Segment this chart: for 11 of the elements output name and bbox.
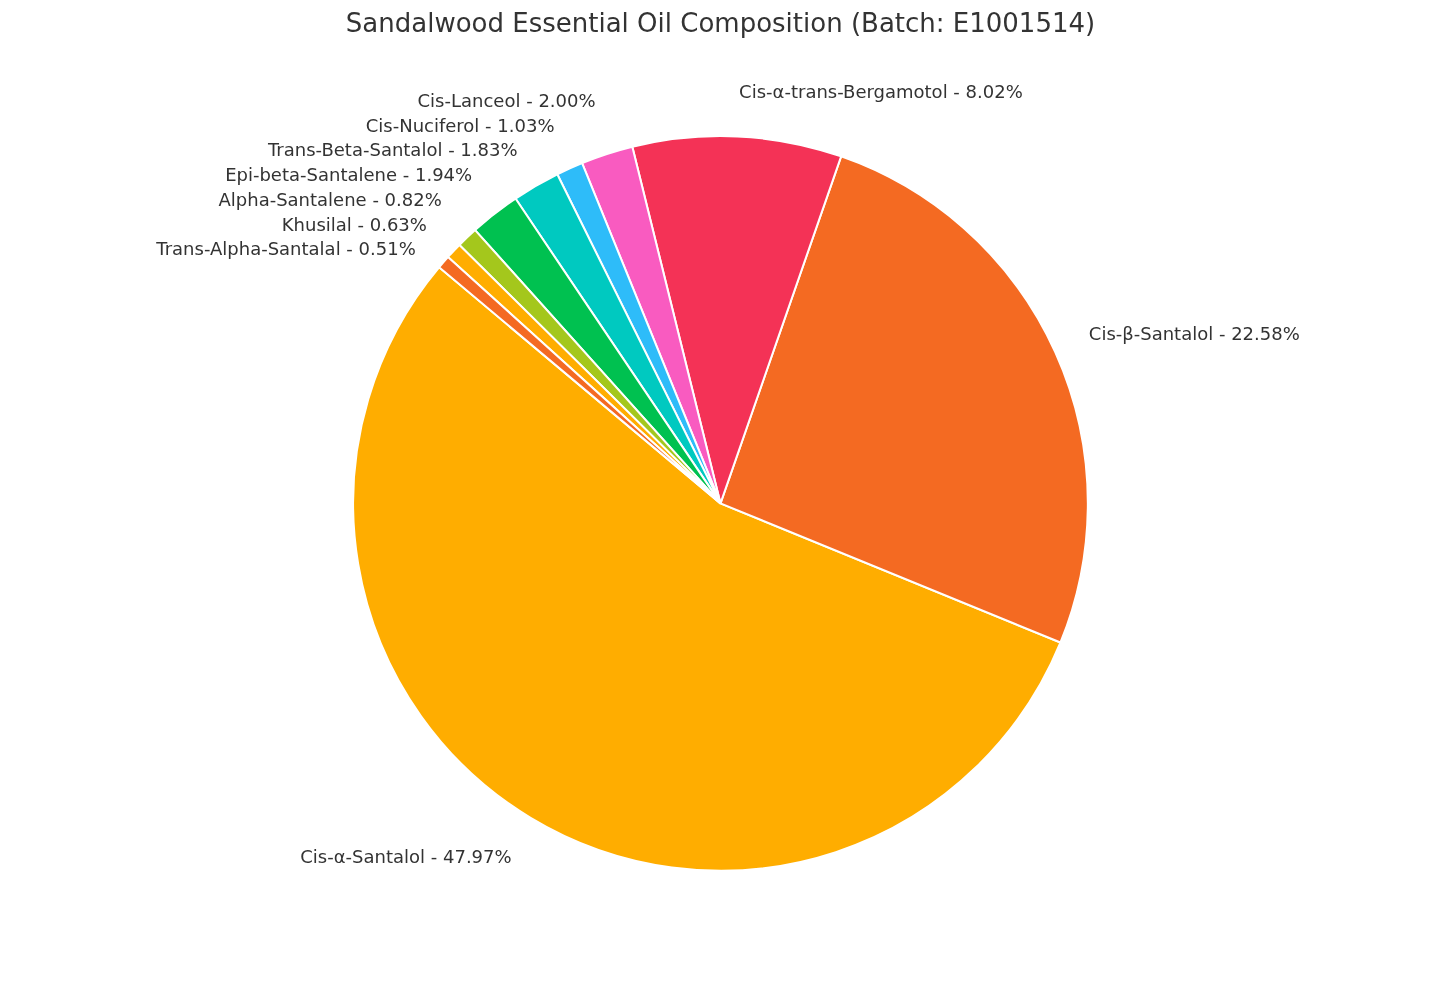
slice-label: Cis-α-trans-Bergamotol - 8.02% bbox=[739, 81, 1023, 103]
chart-title: Sandalwood Essential Oil Composition (Batch: E1001514) bbox=[345, 7, 1096, 38]
slice-label: Cis-β-Santalol - 22.58% bbox=[1088, 323, 1300, 345]
slice-label: Cis-α-Santalol - 47.97% bbox=[300, 845, 512, 867]
slice-label: Khusilal - 0.63% bbox=[281, 213, 427, 235]
slice-label: Cis-Lanceol - 2.00% bbox=[417, 89, 596, 111]
slice-label: Alpha-Santalene - 0.82% bbox=[218, 188, 442, 210]
slice-label: Epi-beta-Santalene - 1.94% bbox=[225, 164, 473, 186]
slice-label: Trans-Beta-Santalol - 1.83% bbox=[267, 139, 518, 161]
slice-label: Trans-Alpha-Santalal - 0.51% bbox=[155, 238, 416, 260]
slice-label: Cis-Nuciferol - 1.03% bbox=[365, 114, 555, 136]
